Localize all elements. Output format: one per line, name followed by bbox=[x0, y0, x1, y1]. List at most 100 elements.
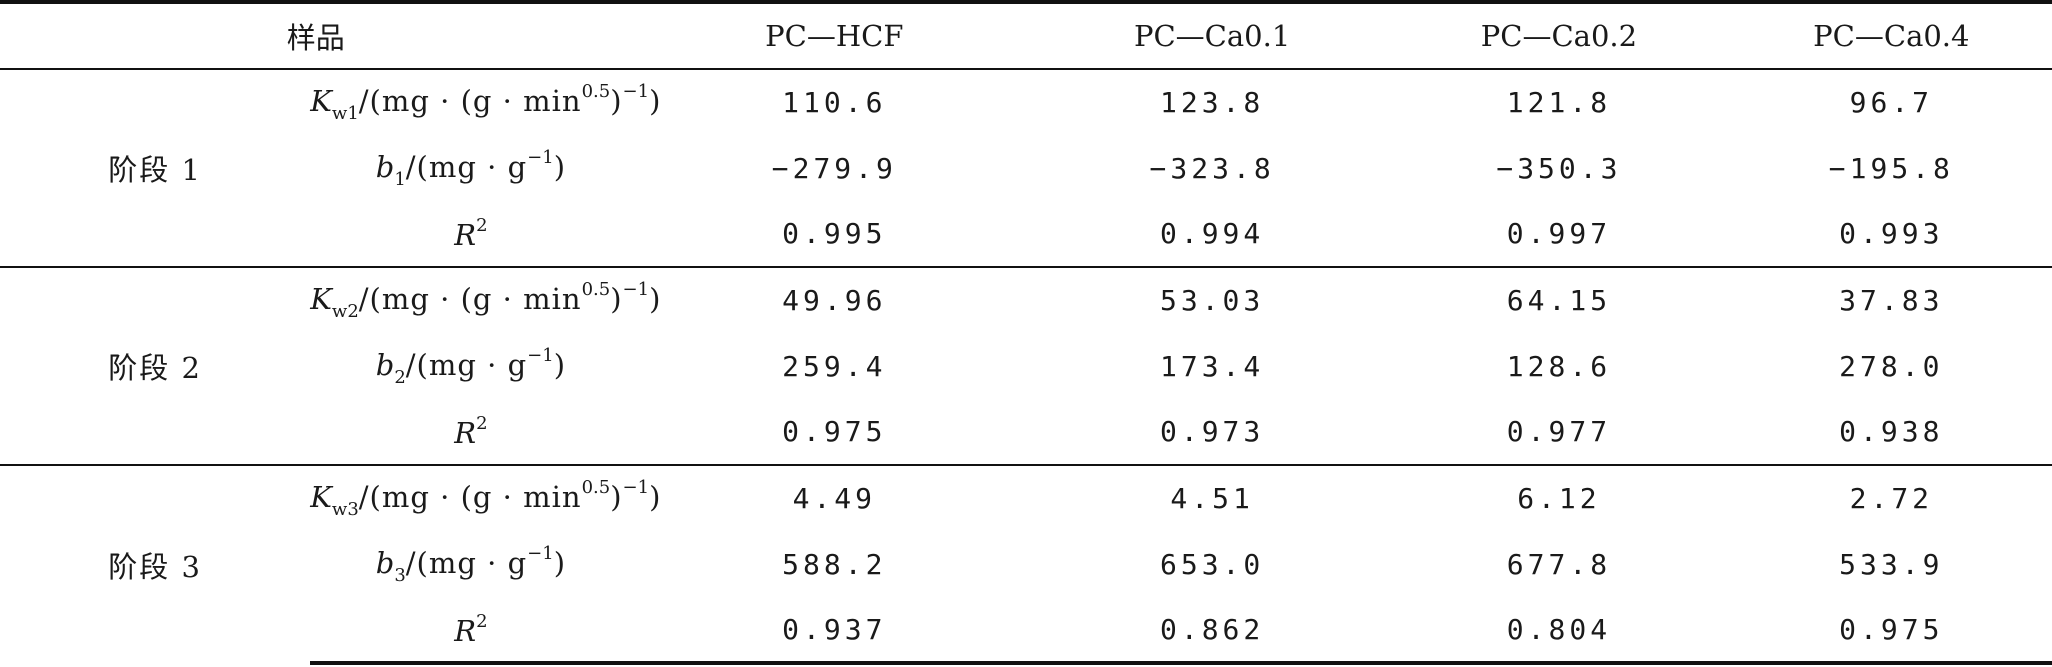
param-unit: /(mg · (g · min bbox=[358, 84, 582, 118]
param-unit-exponent-outer: −1 bbox=[622, 477, 650, 498]
table-cell: −279.9 bbox=[771, 151, 897, 185]
param-unit-exponent: 0.5 bbox=[581, 279, 611, 300]
table-cell: 6.12 bbox=[1387, 464, 1731, 531]
table-cell: 4.49 bbox=[631, 464, 1038, 531]
table-cell: 49.96 bbox=[631, 266, 1038, 333]
table-cell: 0.937 bbox=[631, 597, 1038, 665]
param-unit: /(mg · (g · min bbox=[358, 282, 582, 316]
sample-header-pc-ca04: PC—Ca0.4 bbox=[1730, 0, 2052, 70]
param-subscript: w1 bbox=[331, 103, 359, 124]
param-unit: /(mg · g bbox=[405, 149, 528, 184]
table-cell: 0.975 bbox=[782, 415, 887, 448]
stage-label: 阶段 2 bbox=[0, 266, 311, 465]
param-subscript: 3 bbox=[394, 564, 406, 586]
table-cell: −323.8 bbox=[1149, 151, 1275, 185]
table-cell: 0.997 bbox=[1506, 217, 1612, 250]
param-symbol: R bbox=[454, 613, 477, 648]
table-cell: 0.975 bbox=[1730, 597, 2052, 665]
param-unit-end: ) bbox=[553, 149, 567, 184]
param-kw-label: Kw1/(mg · (g · min0.5)−1) bbox=[310, 69, 660, 135]
param-subscript: 1 bbox=[394, 168, 406, 190]
param-r2-label: R2 bbox=[310, 597, 632, 665]
table-cell: 0.804 bbox=[1387, 597, 1731, 665]
table-header-row: 样品 PC—HCF PC—Ca0.1 PC—Ca0.2 PC—Ca0.4 bbox=[0, 0, 2052, 70]
param-unit-end: ) bbox=[649, 84, 662, 118]
param-unit-exponent: −1 bbox=[527, 542, 554, 564]
table-cell: 173.4 bbox=[1159, 349, 1265, 383]
table-cell: 0.993 bbox=[1839, 217, 1944, 250]
sample-header-pc-ca02: PC—Ca0.2 bbox=[1387, 0, 1731, 70]
sample-header-pc-hcf: PC—HCF bbox=[631, 0, 1038, 70]
param-b-label: b1/(mg · g−1) bbox=[310, 135, 631, 201]
table-cell: 4.51 bbox=[1037, 464, 1388, 531]
param-subscript: w3 bbox=[331, 499, 359, 520]
table-cell: 53.03 bbox=[1037, 266, 1388, 333]
param-unit-exponent: 0.5 bbox=[581, 477, 611, 498]
param-symbol: b bbox=[375, 149, 395, 184]
table-cell: 0.938 bbox=[1839, 415, 1944, 448]
param-unit-exponent: −1 bbox=[527, 344, 554, 366]
param-symbol: b bbox=[375, 545, 395, 580]
stage-1-group: 阶段 1 Kw1/(mg · (g · min0.5)−1) 110.6 123… bbox=[0, 69, 2052, 267]
table-cell: 0.862 bbox=[1037, 597, 1388, 665]
param-unit-end: ) bbox=[553, 347, 567, 382]
table-row: 阶段 2 Kw2/(mg · (g · min0.5)−1) 49.96 53.… bbox=[0, 266, 2052, 465]
param-symbol: R bbox=[454, 416, 477, 450]
param-kw-label: Kw3/(mg · (g · min0.5)−1) bbox=[310, 464, 660, 531]
table-cell: 533.9 bbox=[1839, 547, 1944, 581]
param-subscript: w2 bbox=[331, 301, 359, 322]
param-symbol: K bbox=[310, 84, 332, 118]
table-cell: 110.6 bbox=[782, 86, 887, 119]
table-cell: 128.6 bbox=[1506, 349, 1612, 383]
table-row: b1/(mg · g−1) −279.9 −323.8 −350.3 −195.… bbox=[0, 135, 2052, 201]
table-cell: 653.0 bbox=[1159, 547, 1265, 581]
table-cell: 123.8 bbox=[1159, 86, 1265, 119]
table-cell: 64.15 bbox=[1387, 266, 1731, 333]
param-superscript: 2 bbox=[476, 610, 488, 632]
table-cell: 96.7 bbox=[1849, 86, 1934, 119]
param-unit-exponent-outer: −1 bbox=[622, 279, 650, 300]
sample-header: 样品 bbox=[0, 0, 632, 70]
stage-label: 阶段 3 bbox=[0, 464, 311, 663]
param-subscript: 2 bbox=[394, 366, 406, 388]
param-unit-exponent: −1 bbox=[527, 146, 554, 168]
param-superscript: 2 bbox=[476, 413, 488, 434]
table-cell: 588.2 bbox=[782, 547, 887, 581]
table-cell: 2.72 bbox=[1730, 464, 2052, 531]
table-cell: 0.977 bbox=[1506, 415, 1612, 448]
param-r2-label: R2 bbox=[310, 399, 631, 465]
table-row: 阶段 1 Kw1/(mg · (g · min0.5)−1) 110.6 123… bbox=[0, 69, 2052, 187]
table-cell: 37.83 bbox=[1730, 266, 2052, 333]
table-cell: 677.8 bbox=[1506, 547, 1612, 581]
table-row: 阶段 3 Kw3/(mg · (g · min0.5)−1) 4.49 4.51… bbox=[0, 464, 2052, 663]
table-row: b2/(mg · g−1) 259.4 173.4 128.6 278.0 bbox=[0, 333, 2052, 399]
table-cell: −350.3 bbox=[1496, 151, 1622, 185]
table-row: R2 0.995 0.994 0.997 0.993 bbox=[0, 201, 2052, 267]
table-cell: 0.995 bbox=[782, 217, 887, 250]
param-kw-label: Kw2/(mg · (g · min0.5)−1) bbox=[310, 266, 660, 333]
param-symbol: b bbox=[375, 347, 395, 382]
param-unit-end: ) bbox=[649, 480, 662, 514]
stage-2-group: 阶段 2 Kw2/(mg · (g · min0.5)−1) 49.96 53.… bbox=[0, 266, 2052, 465]
table-cell: 0.973 bbox=[1159, 415, 1265, 448]
param-symbol: K bbox=[310, 282, 332, 316]
table-row: R2 0.937 0.862 0.804 0.975 bbox=[0, 597, 2052, 665]
stage-label: 阶段 1 bbox=[108, 153, 202, 187]
param-unit-exponent: 0.5 bbox=[581, 81, 611, 102]
param-symbol: R bbox=[454, 218, 477, 252]
param-unit: /(mg · (g · min bbox=[358, 480, 582, 514]
param-unit-close: ) bbox=[610, 84, 623, 118]
param-unit-close: ) bbox=[610, 480, 623, 514]
param-unit-end: ) bbox=[649, 282, 662, 316]
param-unit-exponent-outer: −1 bbox=[622, 81, 650, 102]
param-symbol: K bbox=[310, 480, 332, 514]
sample-header-pc-ca01: PC—Ca0.1 bbox=[1037, 0, 1388, 70]
param-r2-label: R2 bbox=[310, 201, 631, 267]
param-unit: /(mg · g bbox=[405, 347, 528, 382]
param-b-label: b3/(mg · g−1) bbox=[310, 531, 631, 597]
param-unit: /(mg · g bbox=[405, 545, 528, 580]
param-unit-end: ) bbox=[553, 545, 567, 580]
table-cell: −195.8 bbox=[1828, 151, 1954, 185]
